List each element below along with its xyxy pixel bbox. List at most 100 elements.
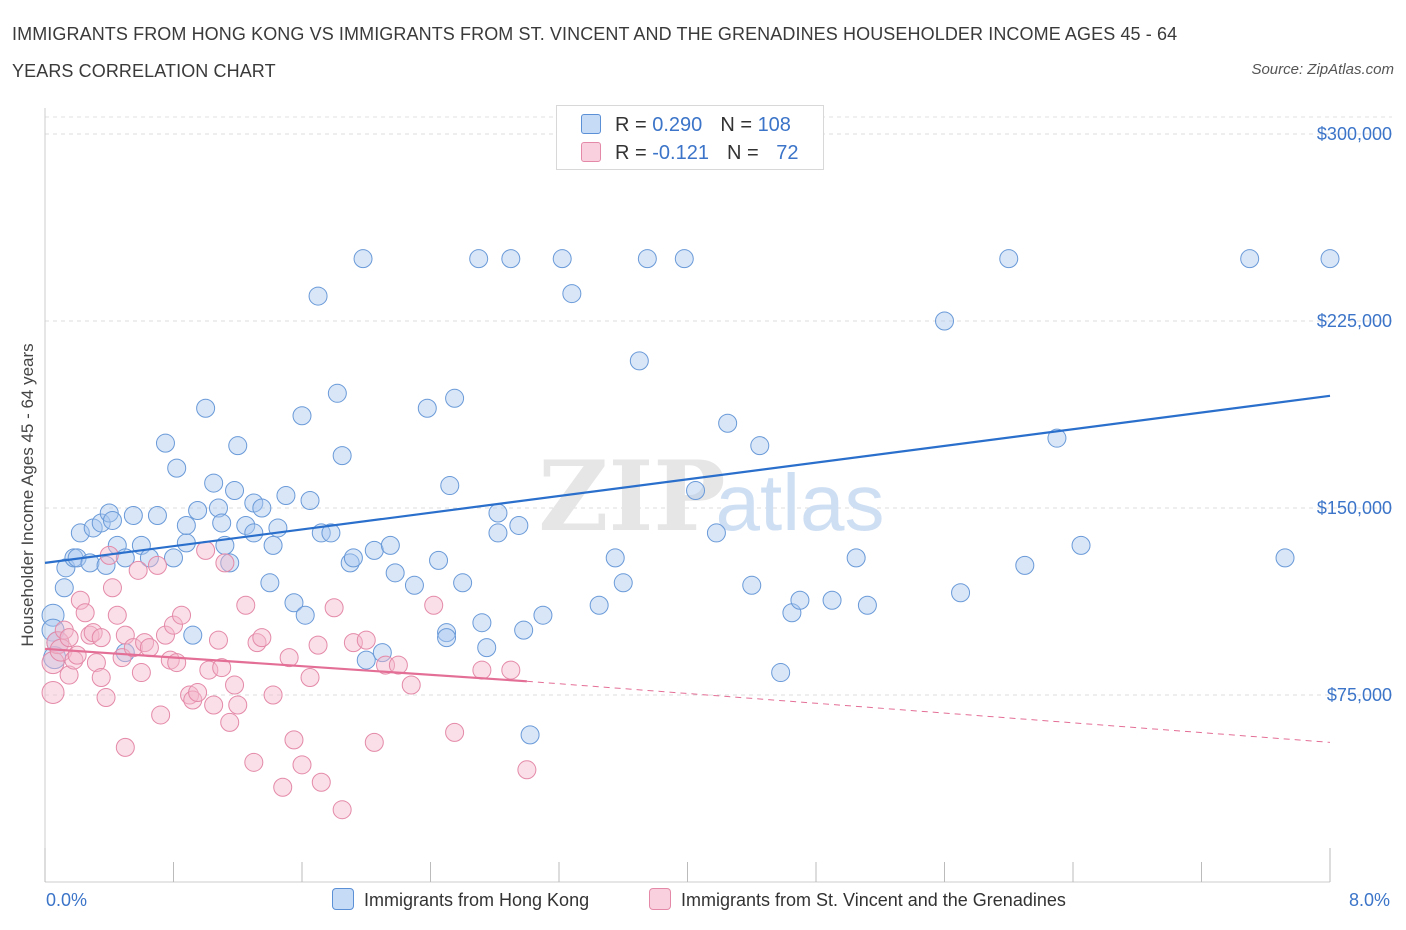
point-st-vincent-19 [107, 605, 127, 625]
point-hong-kong-36 [228, 436, 248, 456]
point-hong-kong-87 [674, 249, 694, 269]
point-st-vincent-58 [311, 772, 331, 792]
point-st-vincent-16 [96, 687, 116, 707]
point-hong-kong-97 [846, 548, 866, 568]
point-st-vincent-69 [472, 660, 492, 680]
point-st-vincent-57 [308, 635, 328, 655]
point-hong-kong-75 [501, 249, 521, 269]
point-st-vincent-25 [131, 663, 151, 683]
x-tick-label-max: 8.0% [1349, 890, 1391, 910]
point-st-vincent-11 [80, 625, 100, 645]
point-hong-kong-51 [321, 523, 341, 543]
source-label: Source: ZipAtlas.com [1251, 61, 1394, 78]
point-hong-kong-83 [605, 548, 625, 568]
point-hong-kong-27 [183, 625, 203, 645]
point-st-vincent-38 [196, 540, 216, 560]
chart-title: IMMIGRANTS FROM HONG KONG VS IMMIGRANTS … [12, 24, 1178, 81]
point-st-vincent-68 [445, 722, 465, 742]
point-st-vincent-42 [212, 658, 232, 678]
point-hong-kong-8 [70, 523, 90, 543]
legend-swatch-pink [581, 142, 601, 162]
n-value-st-vincent: 72 [776, 142, 799, 164]
point-st-vincent-6 [59, 628, 79, 648]
point-st-vincent-41 [208, 630, 228, 650]
point-st-vincent-1 [41, 681, 65, 705]
point-hong-kong-52 [327, 383, 347, 403]
point-hong-kong-79 [533, 605, 553, 625]
point-hong-kong-18 [123, 505, 143, 525]
point-st-vincent-70 [501, 660, 521, 680]
point-hong-kong-58 [364, 540, 384, 560]
point-hong-kong-69 [453, 573, 473, 593]
r-value-hong-kong: 0.290 [652, 114, 703, 136]
point-st-vincent-65 [388, 655, 408, 675]
point-hong-kong-89 [706, 523, 726, 543]
point-hong-kong-23 [164, 548, 183, 568]
point-hong-kong-14 [102, 510, 122, 530]
point-hong-kong-48 [300, 491, 320, 511]
watermark-zip: ZIP [538, 440, 725, 553]
point-hong-kong-41 [260, 573, 280, 593]
point-st-vincent-66 [401, 675, 421, 695]
point-hong-kong-22 [155, 433, 175, 453]
point-hong-kong-103 [1047, 428, 1067, 448]
point-hong-kong-107 [1320, 249, 1340, 269]
point-hong-kong-88 [686, 481, 706, 501]
point-hong-kong-32 [212, 513, 232, 533]
point-hong-kong-63 [417, 398, 437, 418]
point-hong-kong-44 [276, 486, 296, 506]
point-hong-kong-40 [252, 498, 272, 518]
point-hong-kong-35 [225, 481, 245, 501]
point-hong-kong-101 [999, 249, 1019, 269]
point-st-vincent-51 [263, 685, 283, 705]
point-hong-kong-62 [404, 575, 424, 595]
point-st-vincent-50 [252, 628, 272, 648]
point-hong-kong-31 [208, 498, 228, 518]
point-st-vincent-13 [86, 653, 106, 673]
point-st-vincent-44 [220, 712, 240, 732]
point-st-vincent-5 [59, 665, 79, 685]
point-hong-kong-34 [220, 553, 240, 573]
point-st-vincent-32 [164, 615, 183, 635]
point-st-vincent-53 [279, 648, 299, 668]
point-hong-kong-92 [750, 436, 770, 456]
point-st-vincent-23 [123, 638, 143, 658]
point-hong-kong-28 [188, 500, 208, 520]
correlation-legend: R = 0.290 N = 108 R = -0.121 N = 72 [556, 105, 824, 170]
point-st-vincent-71 [517, 760, 537, 780]
point-st-vincent-56 [300, 668, 320, 688]
point-hong-kong-104 [1071, 535, 1091, 555]
point-hong-kong-90 [718, 413, 738, 433]
point-st-vincent-35 [180, 685, 200, 705]
point-hong-kong-56 [353, 249, 373, 269]
point-hong-kong-55 [343, 548, 363, 568]
point-hong-kong-47 [295, 605, 315, 625]
point-st-vincent-30 [155, 625, 175, 645]
point-st-vincent-27 [139, 638, 159, 658]
point-st-vincent-24 [128, 560, 148, 580]
point-st-vincent-63 [364, 732, 384, 752]
point-hong-kong-99 [935, 311, 954, 331]
point-hong-kong-72 [477, 638, 497, 658]
point-hong-kong-24 [167, 458, 187, 478]
point-st-vincent-59 [324, 598, 344, 618]
point-hong-kong-105 [1240, 249, 1260, 269]
point-hong-kong-106 [1275, 548, 1295, 568]
point-hong-kong-81 [562, 284, 582, 304]
point-hong-kong-54 [340, 553, 360, 573]
legend-item-hong-kong[interactable]: Immigrants from Hong Kong [332, 888, 589, 911]
point-hong-kong-11 [91, 513, 111, 533]
point-hong-kong-26 [176, 515, 196, 535]
point-st-vincent-9 [70, 590, 90, 610]
point-hong-kong-77 [514, 620, 534, 640]
point-hong-kong-98 [857, 595, 877, 615]
x-tick-label-min: 0.0% [46, 890, 88, 910]
r-value-st-vincent: -0.121 [652, 142, 709, 164]
legend-swatch-hong-kong [332, 888, 354, 910]
point-hong-kong-30 [204, 473, 224, 493]
point-hong-kong-73 [488, 503, 508, 523]
point-hong-kong-85 [629, 351, 649, 371]
legend-item-st-vincent[interactable]: Immigrants from St. Vincent and the Gren… [649, 888, 1066, 911]
point-st-vincent-54 [284, 730, 304, 750]
point-st-vincent-21 [115, 737, 135, 757]
